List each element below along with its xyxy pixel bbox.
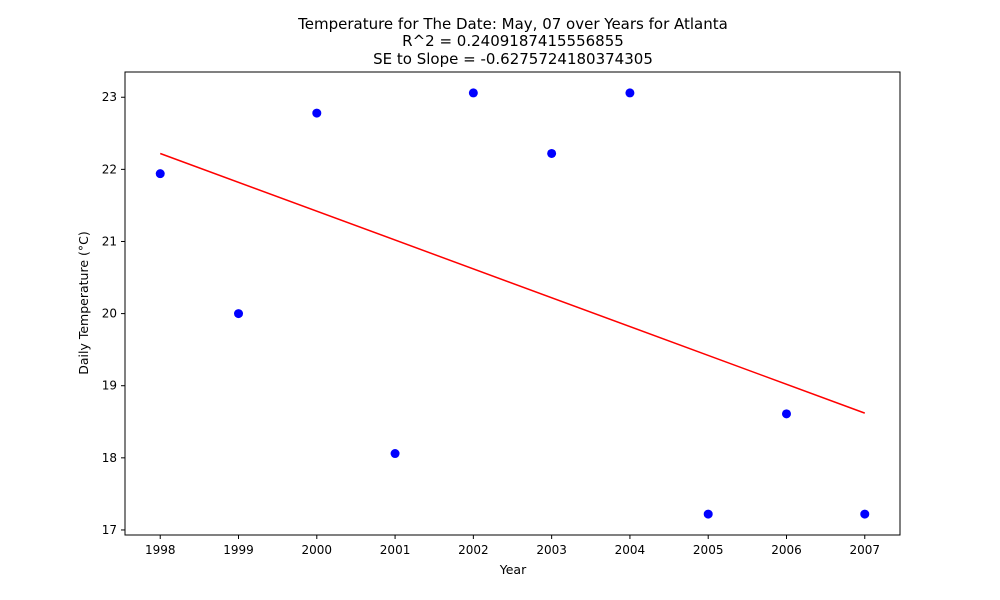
x-tick-label: 2006 [771,543,802,557]
y-tick-label: 22 [102,162,117,176]
x-tick-label: 1999 [223,543,254,557]
data-point [860,509,870,519]
x-axis-ticks: 1998 1999 2000 2001 2002 2003 2004 2005 2006 2007 [145,535,880,557]
x-tick-label: 2007 [849,543,880,557]
data-point [625,88,635,98]
data-point [547,148,557,158]
data-points [155,88,870,519]
chart-title-line-2: R^2 = 0.2409187415556855 [402,32,624,50]
data-point [390,449,400,459]
y-tick-label: 18 [102,451,117,465]
y-tick-label: 21 [102,234,117,248]
chart-title-line-1: Temperature for The Date: May, 07 over Y… [297,15,728,33]
x-tick-label: 2004 [615,543,646,557]
y-tick-label: 17 [102,523,117,537]
x-tick-label: 2001 [380,543,411,557]
plot-frame [124,71,901,536]
data-point [781,409,791,419]
y-tick-label: 20 [102,307,117,321]
x-tick-label: 1998 [145,543,176,557]
chart-title-line-3: SE to Slope = -0.6275724180374305 [373,50,653,68]
trend-line [159,152,866,414]
x-tick-label: 2005 [693,543,724,557]
y-axis-ticks: 17 18 19 20 21 22 23 [102,90,125,537]
y-tick-label: 23 [102,90,117,104]
data-point [312,108,322,118]
y-tick-label: 19 [102,379,117,393]
data-point [703,509,713,519]
data-point [468,88,478,98]
x-axis-label: Year [499,562,527,577]
x-tick-label: 2003 [536,543,567,557]
data-point [234,309,244,319]
x-tick-label: 2000 [302,543,333,557]
data-point [155,169,165,179]
trend-line-group [159,152,866,414]
y-axis-label: Daily Temperature (°C) [76,231,91,375]
x-tick-label: 2002 [458,543,489,557]
